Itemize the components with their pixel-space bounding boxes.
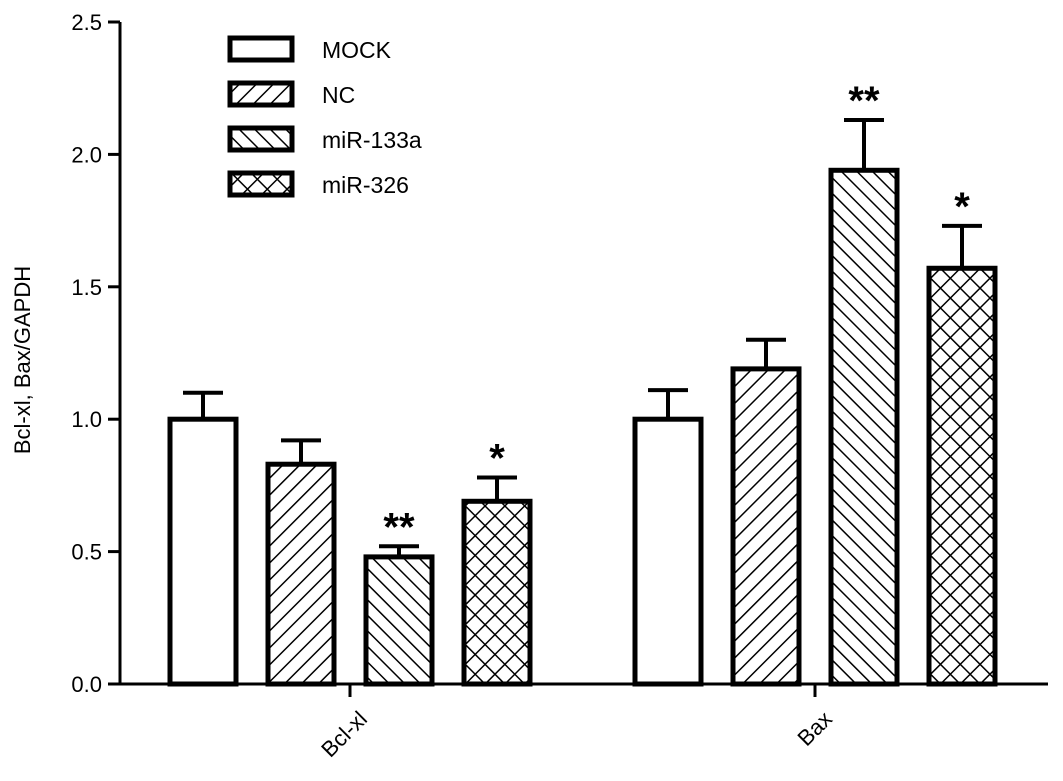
y-tick-label: 2.5 (71, 10, 102, 35)
legend-swatch (227, 80, 295, 108)
legend: MOCK NC miR-133a miR-326 (227, 35, 422, 198)
y-tick-label: 0.5 (71, 540, 102, 565)
y-tick-label: 1.5 (71, 275, 102, 300)
bar-mock-bax (632, 416, 704, 687)
y-tick-label: 0.0 (71, 672, 102, 697)
legend-swatch (227, 125, 295, 153)
bar-mir-326-bax (926, 265, 998, 687)
bar-mir-133a-bax (828, 167, 900, 687)
x-axis: Bcl-xl Bax (120, 682, 1048, 762)
x-tick-label: Bcl-xl (316, 706, 372, 762)
y-axis-title: Bcl-xl, Bax/GAPDH (10, 266, 35, 454)
legend-label: NC (322, 82, 355, 108)
bars: ****** (167, 79, 998, 687)
x-tick-label: Bax (792, 706, 836, 750)
bar-mir-133a-bcl-xl (363, 554, 435, 687)
significance-marker: * (489, 436, 505, 480)
legend-label: miR-326 (322, 172, 409, 198)
bar-mir-326-bcl-xl (461, 498, 533, 687)
bar-mock-bcl-xl (167, 416, 239, 687)
legend-label: MOCK (322, 37, 392, 63)
y-tick-label: 2.0 (71, 142, 102, 167)
significance-marker: * (954, 185, 970, 229)
legend-label: miR-133a (322, 127, 422, 153)
significance-marker: ** (383, 505, 415, 549)
significance-marker: ** (848, 79, 880, 123)
y-axis: 0.0 0.5 1.0 1.5 2.0 2.5 (71, 10, 122, 697)
bar-nc-bcl-xl (265, 461, 337, 687)
bar-nc-bax (730, 366, 802, 687)
legend-swatch (227, 35, 295, 63)
y-tick-label: 1.0 (71, 407, 102, 432)
legend-swatch (227, 170, 295, 198)
